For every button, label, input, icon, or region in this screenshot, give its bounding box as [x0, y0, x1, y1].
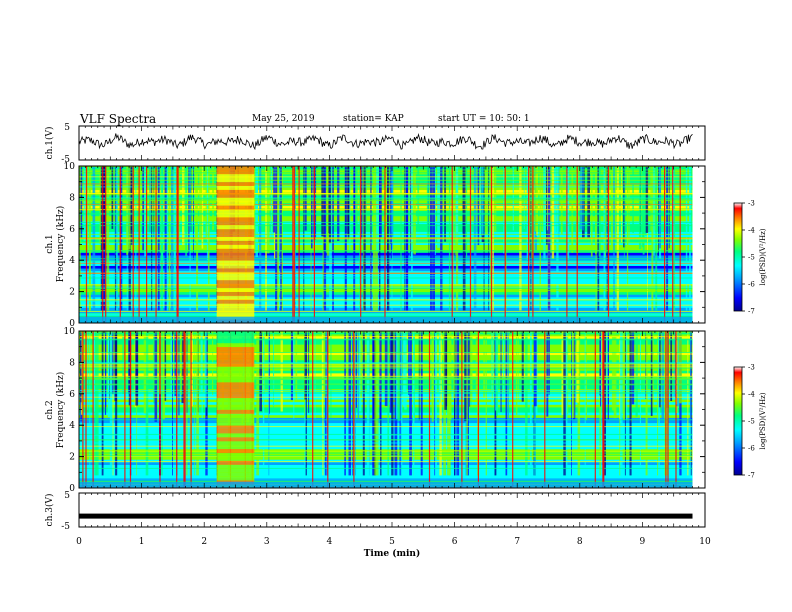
xtick-label: 9 — [640, 537, 646, 547]
xtick-label: 8 — [577, 537, 583, 547]
ytick-label: 8 — [69, 358, 75, 368]
x-axis-label: Time (min) — [364, 548, 421, 559]
colorbar-tick-label: -6 — [748, 445, 755, 453]
ytick-label: 0 — [69, 484, 75, 494]
ch1-ylabel-channel: ch.1 — [45, 234, 55, 253]
ch2-colorbar: -3 -4 -5 -6 -7 log(PSD)(V²/Hz) — [733, 364, 767, 480]
colorbar-tick-label: -5 — [748, 418, 755, 426]
ytick-label: 10 — [64, 162, 76, 172]
ch3-ytick-top: 5 — [64, 491, 70, 501]
colorbar-tick-label: -4 — [748, 391, 755, 399]
ch2-ylabel-frequency: Frequency (kHz) — [55, 372, 66, 449]
ch3-ylabel: ch.3(V) — [44, 494, 55, 527]
ytick-label: 0 — [69, 319, 75, 329]
colorbar-tick-label: -3 — [748, 364, 755, 372]
ytick-label: 10 — [64, 327, 76, 337]
ch1-colorbar-ticks: -3 -4 -5 -6 -7 — [742, 200, 755, 316]
ch2-colorbar-ticks: -3 -4 -5 -6 -7 — [742, 364, 755, 480]
ch1-colorbar-label: log(PSD)(V²/Hz) — [759, 228, 767, 285]
xtick-label: 4 — [327, 537, 333, 547]
station-label: station= KAP — [343, 114, 404, 124]
colorbar-tick-label: -7 — [748, 308, 755, 316]
colorbar-tick-label: -3 — [748, 200, 755, 208]
ytick-label: 8 — [69, 193, 75, 203]
start-time-label: start UT = 10: 50: 1 — [438, 114, 530, 124]
xtick-label: 5 — [389, 537, 395, 547]
colorbar-tick-label: -7 — [748, 472, 755, 480]
xtick-label: 3 — [264, 537, 270, 547]
colorbar-tick-label: -4 — [748, 227, 755, 235]
colorbar-tick-label: -6 — [748, 281, 755, 289]
ytick-label: 6 — [69, 225, 75, 235]
ch1-ylabel-frequency: Frequency (kHz) — [55, 206, 66, 283]
ch1-spectrogram-panel: ch.1 Frequency (kHz) 0 2 4 6 8 10 — [45, 162, 706, 329]
ytick-label: 6 — [69, 390, 75, 400]
xtick-label: 7 — [514, 537, 520, 547]
date-label: May 25, 2019 — [252, 114, 315, 124]
ch3-waveform-panel: 5 -5 ch.3(V) — [44, 491, 706, 532]
xtick-label: 10 — [699, 537, 711, 547]
ch1-ytick-bottom: -5 — [61, 155, 70, 165]
ch1-ytick-top: 5 — [64, 123, 70, 133]
xtick-label: 0 — [76, 537, 82, 547]
ch3-waveform-line — [79, 513, 693, 519]
xtick-label: 1 — [139, 537, 145, 547]
ytick-label: 2 — [69, 453, 75, 463]
ch2-spectrogram-panel: ch.2 Frequency (kHz) 0 2 4 6 8 10 — [45, 327, 706, 494]
xtick-label: 2 — [201, 537, 207, 547]
ch1-spectrogram — [79, 166, 693, 324]
ytick-label: 2 — [69, 288, 75, 298]
ch1-colorbar: -3 -4 -5 -6 -7 log(PSD)(V²/Hz) — [733, 200, 767, 316]
ch2-ylabel-channel: ch.2 — [45, 400, 55, 419]
ytick-label: 4 — [69, 421, 75, 431]
ytick-label: 4 — [69, 256, 75, 266]
ch1-waveform-panel: 5 -5 ch.1(V) — [44, 123, 706, 165]
ch1-ylabel: ch.1(V) — [44, 127, 55, 160]
ch2-spectrogram-yticks: 0 2 4 6 8 10 — [64, 327, 705, 494]
time-axis: 0 1 2 3 4 5 6 7 8 9 10 — [76, 126, 711, 547]
ch1-waveform-line — [78, 132, 693, 151]
ch3-ytick-bottom: -5 — [61, 522, 70, 532]
ch2-colorbar-label: log(PSD)(V²/Hz) — [759, 392, 767, 449]
colorbar-tick-label: -5 — [748, 254, 755, 262]
xtick-label: 6 — [452, 537, 458, 547]
ch2-spectrogram — [79, 331, 693, 489]
ch1-spectrogram-yticks: 0 2 4 6 8 10 — [64, 162, 705, 329]
chart-title: VLF Spectra — [80, 112, 157, 126]
